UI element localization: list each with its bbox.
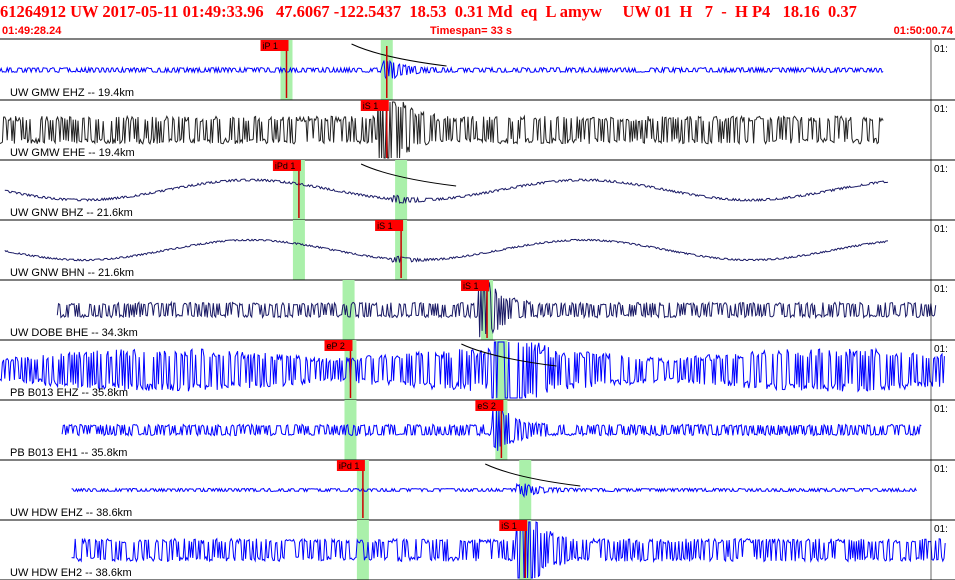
end-time-label: 01:50:00.74 [893,25,953,37]
phase-window [395,160,408,220]
phase-window [519,460,532,520]
pick-label: iS 1 [363,101,379,111]
pick-label: eP 2 [326,341,344,351]
trace-label: UW GMW EHE -- 19.4km [10,147,135,159]
tick-label: 01: [934,464,948,475]
trace-label: UW GNW BHZ -- 21.6km [10,207,133,219]
trace-label: PB B013 EHZ -- 35.8km [10,387,128,399]
tick-label: 01: [934,344,948,355]
pick-label: iP 1 [263,41,278,51]
pick-flag [360,100,389,111]
coda-curve [351,43,447,67]
waveform [4,238,888,263]
trace-row[interactable]: iS 1 UW DOBE BHE -- 34.3km 01: [0,280,955,341]
event-summary-line: 61264912 UW 2017-05-11 01:49:33.96 47.60… [0,2,857,21]
pick-flag [272,160,301,171]
trace-row[interactable]: eS 2 PB B013 EH1 -- 35.8km 01: [0,400,955,461]
trace-label: UW HDW EHZ -- 38.6km [10,507,132,519]
trace-row[interactable]: iPd 1 UW HDW EHZ -- 38.6km 01: [0,460,955,521]
tick-label: 01: [934,44,948,55]
phase-window [344,400,357,460]
trace-label: PB B013 EH1 -- 35.8km [10,447,127,459]
tick-label: 01: [934,524,948,535]
pick-flag [260,40,289,51]
pick-label: eS 2 [477,401,496,411]
coda-curve [485,463,581,487]
waveform [0,341,945,399]
trace-row[interactable]: iS 1 UW GMW EHE -- 19.4km 01: [0,100,955,161]
pick-label: iS 1 [463,281,479,291]
start-time-label: 01:49:28.24 [2,25,62,37]
pick-flag [375,220,404,231]
waveform [71,521,946,579]
coda-curve [360,163,457,187]
waveform [61,407,922,451]
waveform [0,59,884,81]
trace-row[interactable]: eP 2 PB B013 EHZ -- 35.8km 01: [0,340,955,401]
trace-label: UW GNW BHN -- 21.6km [10,267,134,279]
trace-row[interactable]: iS 1 UW GNW BHN -- 21.6km 01: [0,220,955,281]
phase-window [292,220,305,280]
pick-flag [336,460,365,471]
tick-label: 01: [934,224,948,235]
tick-label: 01: [934,164,948,175]
trace-label: UW DOBE BHE -- 34.3km [10,327,138,339]
pick-flag [475,400,504,411]
phase-window [342,280,355,340]
pick-label: iS 1 [377,221,393,231]
tick-label: 01: [934,104,948,115]
event-header: 61264912 UW 2017-05-11 01:49:33.96 47.60… [0,0,955,40]
waveform [0,101,884,159]
coda-curve [461,343,557,367]
pick-flag [461,280,490,291]
trace-row[interactable]: iP 1 UW GMW EHZ -- 19.4km 01: [0,40,955,101]
seismogram-panel[interactable]: iP 1 UW GMW EHZ -- 19.4km 01: iS 1 UW GMW EH… [0,38,955,580]
timespan-label: Timespan= 33 s [430,25,513,37]
waveform [56,282,937,338]
trace-row[interactable]: iS 1 UW HDW EH2 -- 38.6km 01: [0,520,955,580]
trace-label: UW HDW EH2 -- 38.6km [10,567,132,579]
pick-label: iPd 1 [339,461,360,471]
waveform [4,178,889,204]
pick-label: iS 1 [501,521,517,531]
pick-flag [499,520,528,531]
trace-row[interactable]: iPd 1 UW GNW BHZ -- 21.6km 01: [0,160,955,221]
trace-label: UW GMW EHZ -- 19.4km [10,87,134,99]
phase-window [356,520,369,580]
pick-flag [324,340,353,351]
tick-label: 01: [934,284,948,295]
tick-label: 01: [934,404,948,415]
pick-label: iPd 1 [275,161,296,171]
waveform [71,482,917,498]
